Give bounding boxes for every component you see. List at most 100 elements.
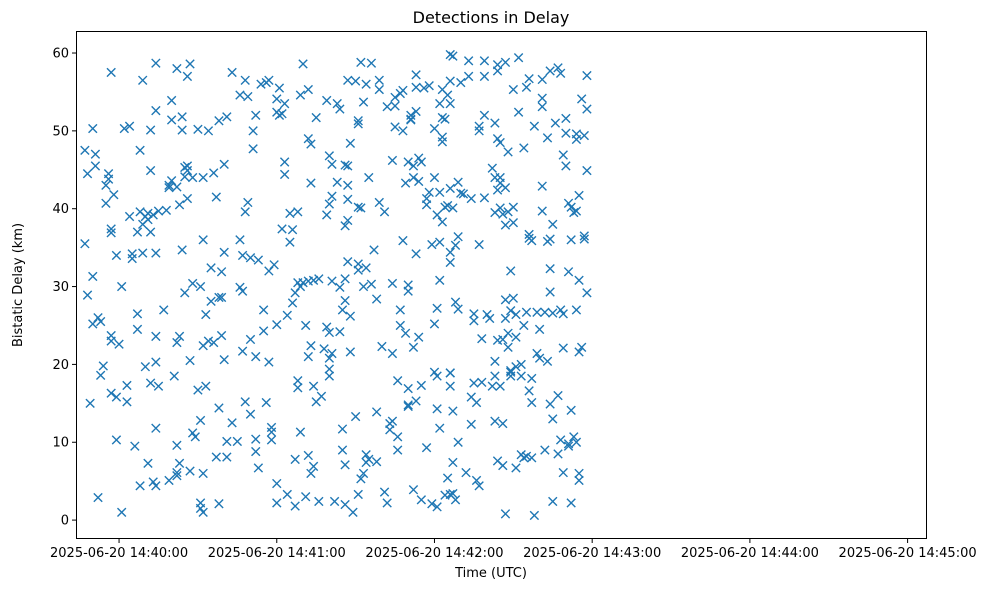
data-point [569,432,579,442]
data-point [537,206,547,216]
data-point [195,415,206,426]
data-point [558,150,568,160]
data-point [500,313,511,324]
data-point [524,74,534,84]
data-point [103,174,114,184]
data-point [198,235,208,245]
data-point [506,266,516,276]
data-point [403,383,413,394]
data-point [571,134,582,145]
data-point [314,496,324,507]
data-point [453,304,463,314]
data-point [364,454,374,465]
data-point [132,227,143,237]
data-point [180,172,190,182]
data-point [519,143,529,153]
data-point [450,297,461,307]
data-point [524,386,534,396]
data-point [274,83,285,93]
data-point [456,188,466,198]
data-point [151,58,161,68]
data-point [148,210,158,220]
data-point [566,498,576,508]
data-point [214,292,224,303]
data-point [182,71,193,82]
data-point [445,368,455,378]
data-point [300,320,311,331]
data-point [500,509,511,519]
data-point [151,423,161,433]
data-point [350,76,361,86]
data-point [561,128,571,138]
data-point [400,178,411,188]
data-point [332,177,342,187]
data-point [101,198,111,208]
data-point [435,423,445,433]
data-point [540,445,550,455]
data-point [435,237,445,247]
data-point [145,125,156,135]
data-point [127,249,137,259]
data-point [145,227,156,237]
data-point [111,250,122,261]
data-point [379,487,390,497]
data-point [532,307,542,317]
data-point [343,75,353,85]
data-point [122,380,132,391]
data-point [419,83,429,93]
data-point [145,165,156,176]
data-point [498,460,508,471]
data-point [508,293,519,303]
data-point [358,281,369,292]
data-point [237,286,248,296]
data-point [432,210,442,220]
data-point [516,359,526,370]
data-point [277,109,287,119]
data-point [576,342,587,352]
data-point [287,298,298,308]
data-point [548,219,558,229]
data-point [211,452,222,462]
data-point [537,93,547,103]
data-point [442,473,453,483]
data-point [251,446,261,457]
data-point [293,207,303,217]
data-point [479,56,490,66]
data-point [98,361,108,371]
data-point [353,265,363,275]
data-point [527,373,537,384]
data-point [461,467,471,478]
data-point [542,133,553,143]
data-point [240,75,250,85]
data-point [453,437,463,447]
data-point [448,51,458,61]
x-tick-label: 2025-06-20 14:45:00 [839,546,977,561]
data-point [445,183,455,194]
data-point [424,81,434,91]
data-point [106,336,116,346]
data-point [293,376,303,386]
data-point [335,282,345,293]
data-point [340,160,350,170]
data-point [166,95,177,106]
data-point [193,385,203,395]
data-point [445,98,455,109]
data-point [327,191,337,201]
data-point [206,296,216,307]
data-point [227,418,237,428]
data-point [519,453,529,463]
data-point [245,334,256,345]
x-tick-label: 2025-06-20 14:43:00 [523,546,661,561]
y-axis-label: Bistatic Delay (km) [11,223,26,347]
data-point [471,475,482,486]
data-point [371,294,382,304]
data-point [177,112,187,122]
y-tick-label: 60 [52,47,69,62]
data-point [498,209,508,219]
data-point [487,163,497,173]
data-point [427,499,437,509]
data-point [558,467,568,478]
data-point [185,355,195,366]
data-point [463,71,474,82]
